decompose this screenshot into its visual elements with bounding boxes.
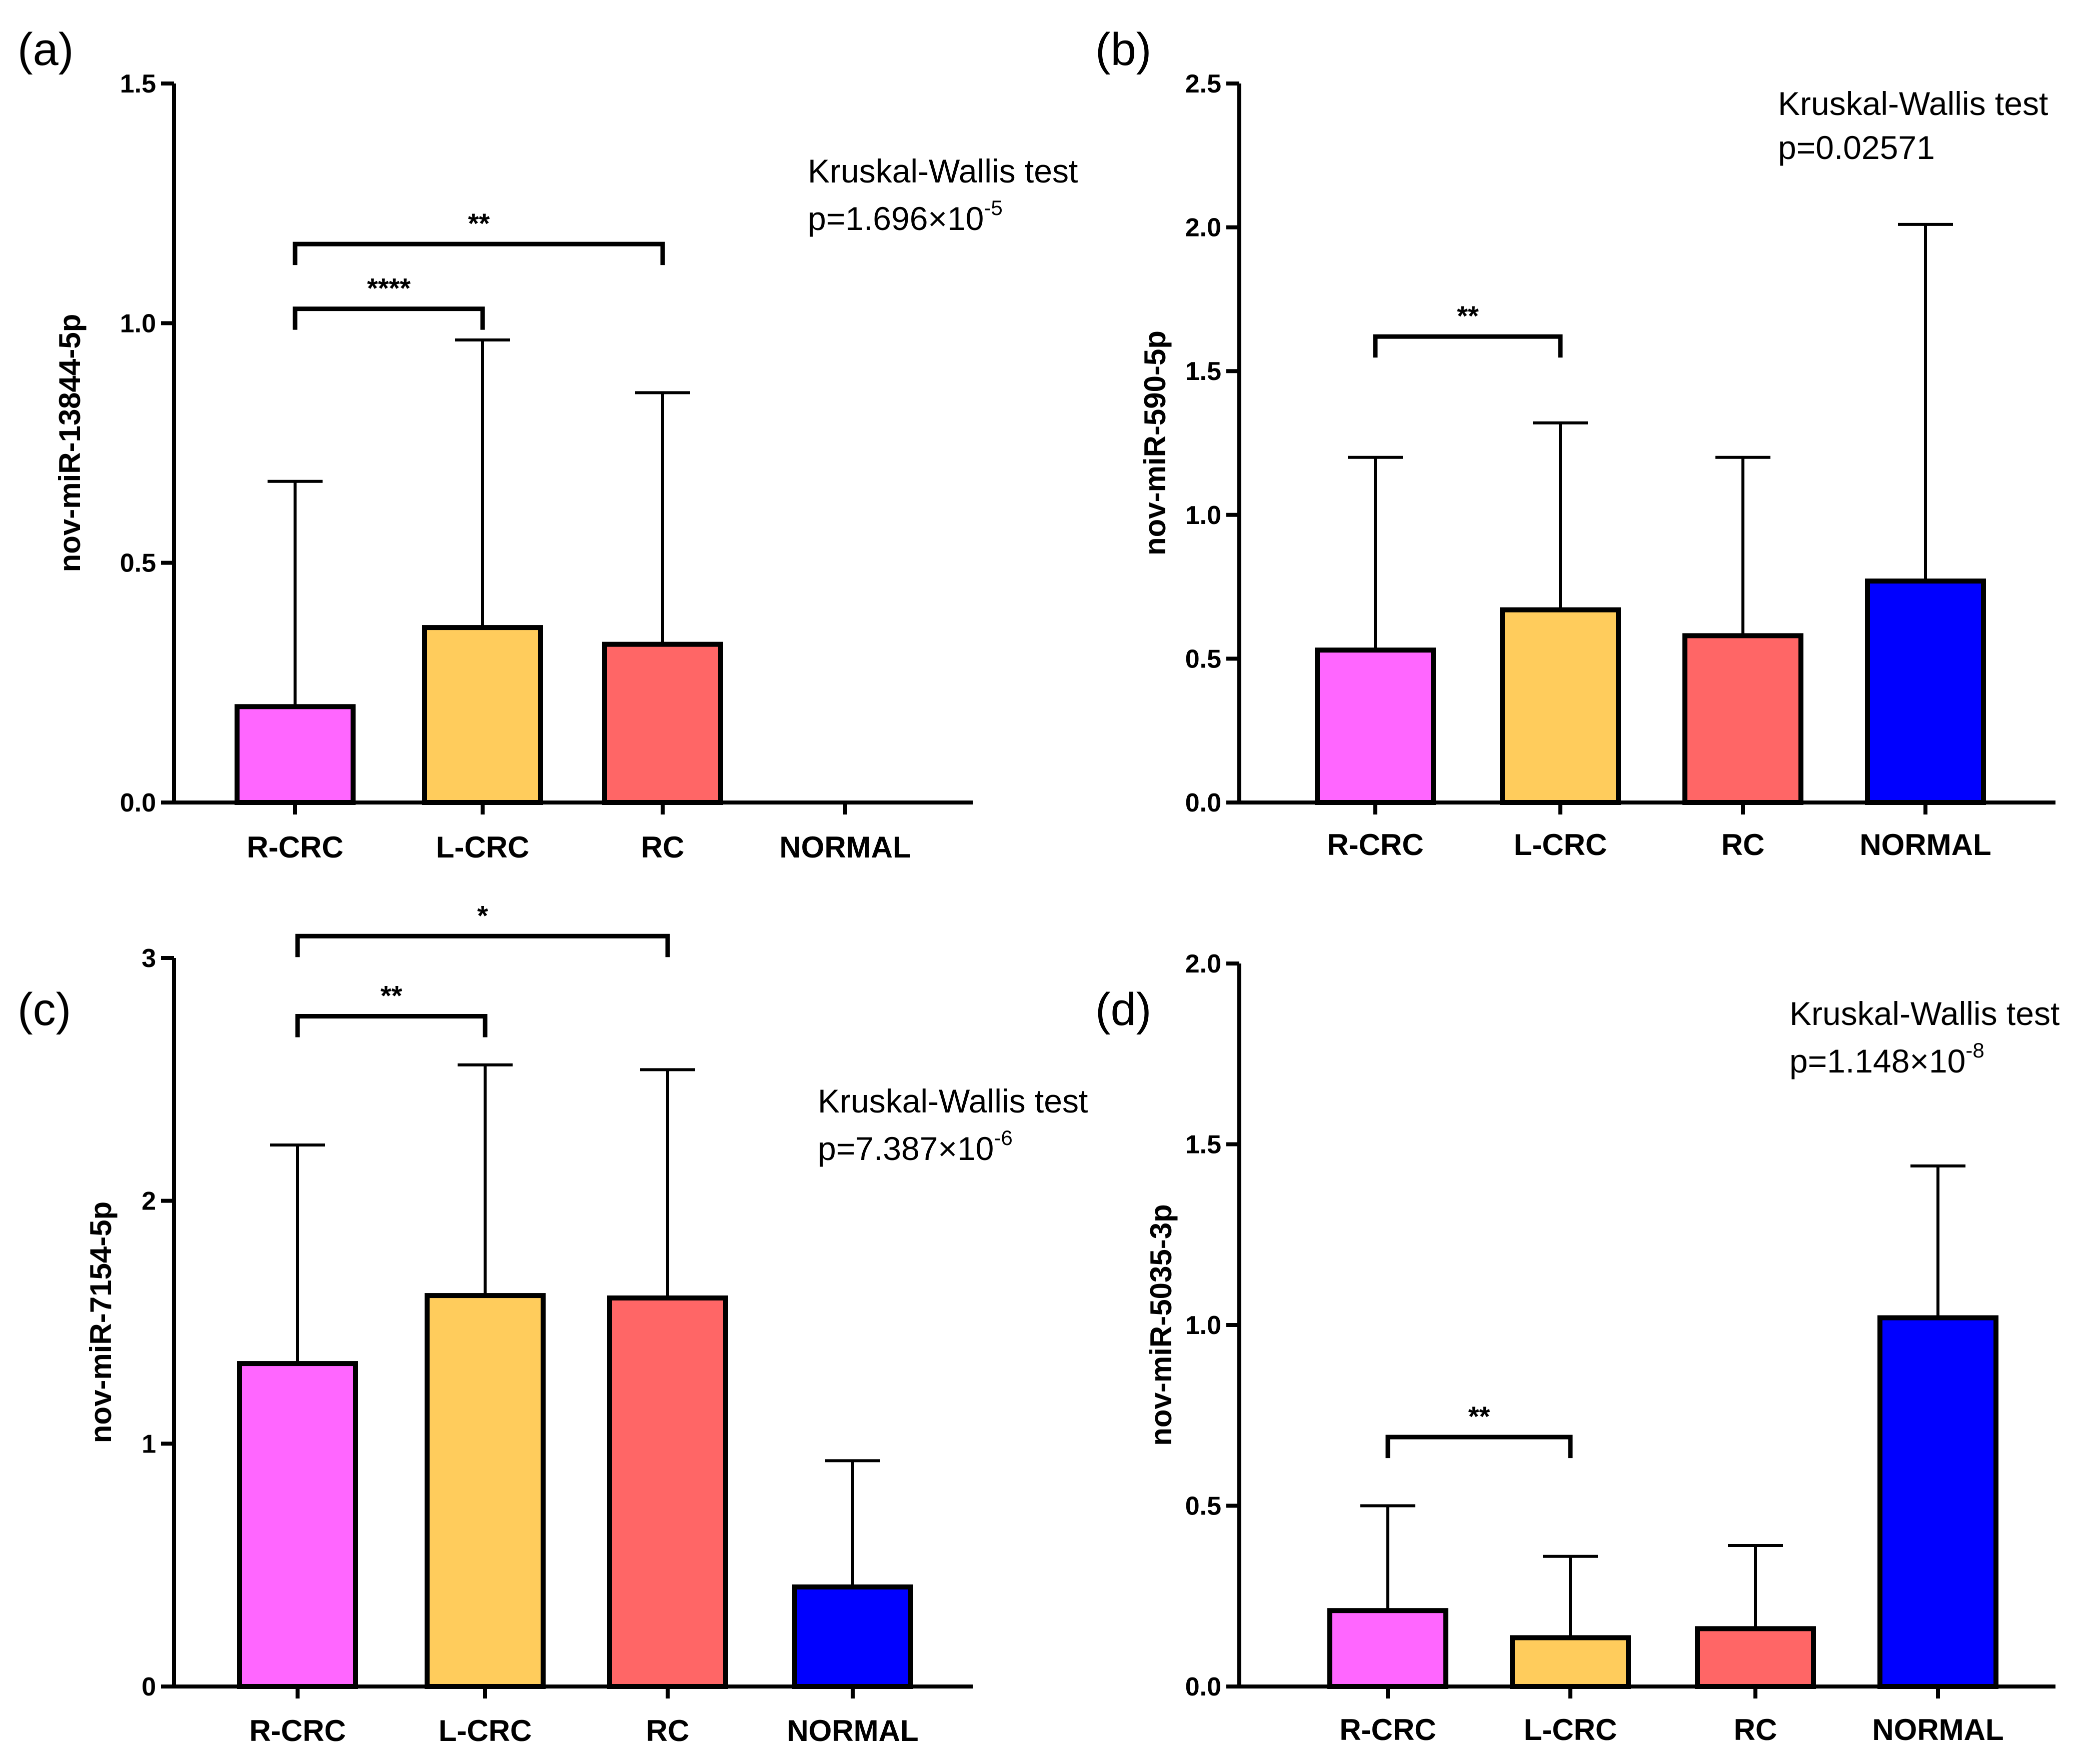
p-value: p=1.148×10-8 [1789, 1038, 1984, 1080]
bar-RC [607, 1295, 728, 1689]
y-axis-label: nov-miR-13844-5p [53, 314, 87, 572]
bar-NORMAL [1877, 1315, 1998, 1690]
x-tick-label: NORMAL [1859, 828, 1991, 862]
bar-L-CRC [422, 625, 543, 805]
y-tick-label: 1.5 [1185, 357, 1221, 386]
bar-RC [1682, 633, 1803, 806]
significance-label: ** [468, 208, 490, 239]
test-name: Kruskal-Wallis test [818, 1082, 1088, 1120]
bar-L-CRC [425, 1293, 546, 1689]
x-tick-label: L-CRC [439, 1714, 532, 1748]
chart-panel-1: (a) nov-miR-13844-5p 0.0 0.5 1.0 1.5 R-CRC L-CR… [18, 24, 1078, 864]
bar-R-CRC [237, 1361, 358, 1689]
y-tick-label: 0.5 [120, 549, 156, 578]
p-value-exponent: -5 [984, 196, 1002, 220]
x-tick-label: L-CRC [1514, 828, 1607, 862]
x-tick-label: R-CRC [1339, 1713, 1436, 1746]
y-tick-label: 3 [142, 944, 156, 973]
x-tick-label: R-CRC [1327, 828, 1423, 862]
y-tick-label: 1.5 [1185, 1130, 1221, 1160]
chart-panel-3: (c) nov-miR-7154-5p 0 1 2 3 R-CRC L-CRC RC NORMAL… [18, 900, 1088, 1748]
panel-label: (b) [1095, 24, 1151, 75]
y-tick-label: 1.5 [120, 70, 156, 98]
p-value: p=1.696×10-5 [808, 196, 1003, 237]
x-tick-label: RC [641, 830, 685, 864]
panel-label: (c) [18, 984, 71, 1035]
x-tick-label: L-CRC [1524, 1713, 1617, 1746]
significance-label: **** [367, 272, 411, 304]
test-name: Kruskal-Wallis test [1789, 995, 2059, 1032]
x-tick-label: NORMAL [1872, 1713, 2003, 1746]
y-tick-label: 0.5 [1185, 1492, 1221, 1521]
significance-bracket [293, 242, 665, 266]
y-axis-label: nov-miR-5035-3p [1144, 1204, 1178, 1446]
p-value-exponent: -8 [1965, 1038, 1984, 1062]
y-tick-label: 2.5 [1185, 70, 1221, 98]
bar-RC [602, 642, 723, 805]
x-tick-label: RC [1734, 1713, 1777, 1746]
significance-bracket [1385, 1434, 1573, 1458]
y-tick-label: 2 [142, 1187, 156, 1216]
bar-RC [1695, 1626, 1816, 1690]
y-axis-label: nov-miR-590-5p [1138, 330, 1172, 556]
y-tick-label: 0 [142, 1672, 156, 1702]
p-value-base: p=7.387×10 [818, 1130, 994, 1167]
bar-NORMAL [1865, 578, 1986, 805]
significance-label: ** [1457, 300, 1479, 332]
y-axis-label: nov-miR-7154-5p [84, 1202, 118, 1443]
significance-label: ** [1468, 1400, 1490, 1432]
significance-bracket [293, 306, 485, 330]
p-value-base: p=0.02571 [1778, 129, 1935, 166]
x-tick-label: NORMAL [787, 1714, 918, 1748]
significance-label: ** [381, 980, 403, 1012]
y-tick-label: 0.0 [120, 788, 156, 818]
y-tick-label: 1.0 [1185, 501, 1221, 530]
test-name: Kruskal-Wallis test [1778, 85, 2048, 122]
bar-L-CRC [1500, 607, 1621, 805]
p-value-exponent: -6 [994, 1126, 1012, 1150]
x-tick-label: R-CRC [249, 1714, 346, 1748]
y-tick-label: 2.0 [1185, 214, 1221, 242]
chart-panel-4: (d) nov-miR-5035-3p 0.0 0.5 1.0 1.5 2.0 R-CRC L-… [1095, 950, 2059, 1746]
x-tick-label: RC [1721, 828, 1765, 862]
x-tick-label: L-CRC [436, 830, 530, 864]
bar-R-CRC [1327, 1608, 1448, 1689]
p-value: p=0.02571 [1778, 129, 1935, 166]
y-tick-label: 2.0 [1185, 950, 1221, 978]
test-name: Kruskal-Wallis test [808, 152, 1078, 190]
significance-label: * [477, 900, 488, 931]
significance-bracket [1373, 334, 1563, 358]
chart-panel-2: (b) nov-miR-590-5p 0.0 0.5 1.0 1.5 2.0 2.5 R-CRC… [1095, 24, 2055, 862]
y-tick-label: 0.0 [1185, 1672, 1221, 1702]
x-tick-label: RC [646, 1714, 690, 1748]
y-tick-label: 0.0 [1185, 788, 1221, 818]
bar-R-CRC [235, 704, 356, 806]
p-value: p=7.387×10-6 [818, 1126, 1013, 1167]
y-tick-label: 1.0 [120, 309, 156, 338]
x-tick-label: R-CRC [247, 830, 343, 864]
p-value-base: p=1.148×10 [1789, 1042, 1965, 1080]
bar-L-CRC [1510, 1635, 1631, 1690]
bar-R-CRC [1315, 648, 1436, 806]
y-tick-label: 1.0 [1185, 1311, 1221, 1340]
significance-bracket [295, 1014, 488, 1038]
y-tick-label: 1 [142, 1430, 156, 1458]
y-tick-label: 0.5 [1185, 644, 1221, 674]
p-value-base: p=1.696×10 [808, 200, 984, 237]
panel-label: (d) [1095, 984, 1151, 1035]
x-tick-label: NORMAL [779, 830, 911, 864]
significance-bracket [295, 934, 670, 958]
bar-NORMAL [792, 1584, 913, 1690]
panel-label: (a) [18, 24, 74, 75]
